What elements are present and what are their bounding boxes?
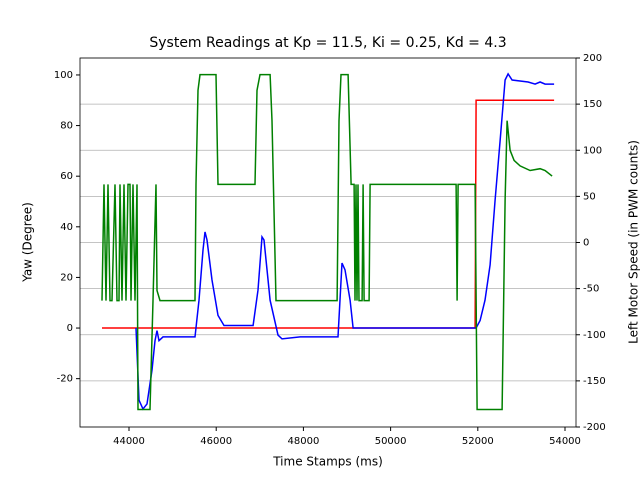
x-tick-label: 48000 (288, 436, 320, 447)
y2-tick-label: 200 (583, 53, 602, 64)
y-tick-label: 100 (54, 70, 73, 81)
y2-axis-label: Left Motor Speed (in PWM counts) (627, 140, 640, 344)
y2-tick-label: 0 (583, 238, 589, 249)
data-line (101, 73, 553, 411)
y2-tick-label: 100 (583, 145, 602, 156)
y2-tick-label: 50 (583, 191, 596, 202)
x-tick-label: 46000 (200, 436, 232, 447)
y2-tick-label: -200 (583, 422, 606, 433)
y2-tick-label: 150 (583, 99, 602, 110)
y-tick-label: 20 (60, 272, 73, 283)
x-tick-label: 50000 (375, 436, 407, 447)
y-tick-label: 60 (60, 171, 73, 182)
x-tick-label: 44000 (113, 436, 145, 447)
y2-tick-label: -100 (583, 330, 606, 341)
data-line (135, 72, 555, 411)
plot-frame (79, 57, 577, 428)
x-axis-label: Time Stamps (ms) (272, 455, 383, 469)
y2-tick-label: -150 (583, 376, 606, 387)
y2-tick-label: -50 (583, 284, 599, 295)
y-axis-label: Yaw (Degree) (21, 202, 35, 283)
y-tick-label: 0 (67, 323, 73, 334)
x-tick-label: 52000 (462, 436, 494, 447)
y-tick-label: -20 (57, 374, 73, 385)
x-tick-label: 54000 (549, 436, 581, 447)
y-tick-label: 80 (60, 121, 73, 132)
y-tick-label: 40 (60, 222, 73, 233)
chart-title: System Readings at Kp = 11.5, Ki = 0.25,… (149, 35, 506, 51)
